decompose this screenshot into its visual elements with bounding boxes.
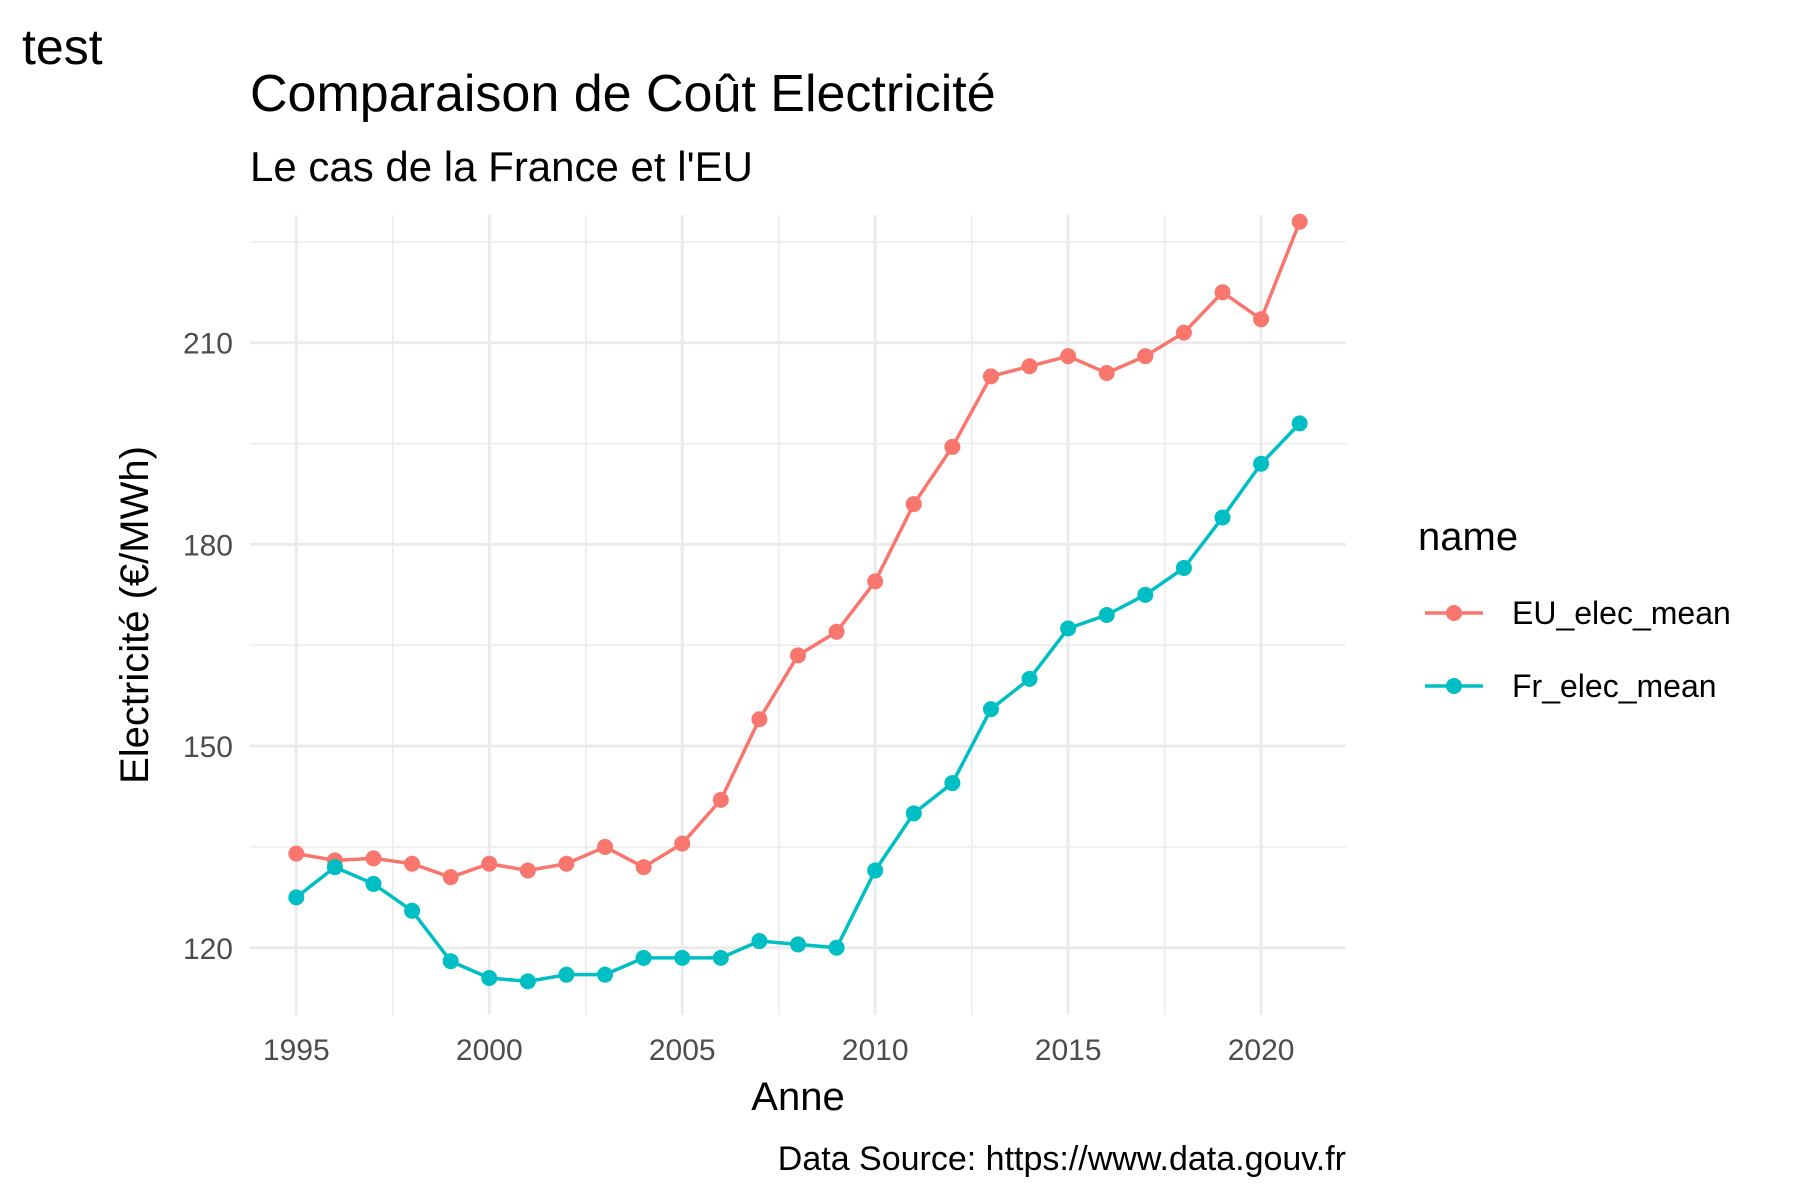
legend-key-point-Fr_elec_mean — [1446, 678, 1462, 694]
data-point-Fr_elec_mean — [1060, 620, 1077, 637]
grid-major — [250, 215, 1346, 1015]
data-point-EU_elec_mean — [1291, 213, 1308, 230]
data-point-Fr_elec_mean — [712, 949, 729, 966]
data-point-EU_elec_mean — [597, 838, 614, 855]
data-point-Fr_elec_mean — [1098, 607, 1115, 623]
data-point-Fr_elec_mean — [519, 973, 536, 990]
data-point-EU_elec_mean — [905, 496, 922, 513]
data-point-EU_elec_mean — [442, 869, 459, 886]
data-point-EU_elec_mean — [944, 438, 961, 455]
data-point-EU_elec_mean — [1175, 324, 1192, 341]
data-point-Fr_elec_mean — [790, 936, 806, 953]
x-axis-title: Anne — [751, 1075, 844, 1119]
data-point-Fr_elec_mean — [1137, 586, 1154, 603]
data-point-Fr_elec_mean — [1253, 455, 1270, 472]
series-line-Fr_elec_mean — [295, 422, 1301, 984]
legend-key-point-EU_elec_mean — [1446, 605, 1462, 621]
legend: name EU_elec_mean Fr_elec_mean — [1418, 515, 1731, 704]
data-point-EU_elec_mean — [982, 368, 999, 385]
data-point-Fr_elec_mean — [828, 939, 845, 956]
data-point-EU_elec_mean — [867, 573, 884, 590]
data-point-EU_elec_mean — [712, 791, 729, 808]
chart-caption: Data Source: https://www.data.gouv.fr — [777, 1140, 1346, 1178]
data-point-Fr_elec_mean — [365, 875, 382, 892]
data-point-Fr_elec_mean — [481, 970, 498, 987]
x-axis-ticks: 1995 2000 2005 2010 2015 2020 — [263, 1034, 1295, 1067]
data-point-EU_elec_mean — [751, 711, 768, 728]
plot-tag: test — [22, 19, 103, 75]
data-point-Fr_elec_mean — [1291, 415, 1308, 432]
y-axis-title: Electricité (€/MWh) — [113, 446, 157, 784]
data-point-EU_elec_mean — [1253, 311, 1270, 328]
x-tick-label: 1995 — [263, 1034, 330, 1067]
data-point-Fr_elec_mean — [1175, 559, 1192, 576]
data-point-EU_elec_mean — [1060, 348, 1077, 365]
y-tick-label: 150 — [183, 731, 233, 764]
series-points — [288, 213, 1308, 990]
legend-label-Fr_elec_mean: Fr_elec_mean — [1512, 668, 1717, 704]
data-point-Fr_elec_mean — [867, 862, 884, 879]
data-point-Fr_elec_mean — [635, 949, 652, 966]
data-point-Fr_elec_mean — [442, 953, 459, 970]
data-point-Fr_elec_mean — [1214, 509, 1231, 526]
legend-title: name — [1418, 515, 1518, 559]
data-point-Fr_elec_mean — [404, 902, 421, 919]
data-point-Fr_elec_mean — [558, 966, 575, 983]
data-point-EU_elec_mean — [1137, 348, 1154, 365]
data-point-EU_elec_mean — [674, 835, 691, 852]
data-point-Fr_elec_mean — [288, 889, 305, 906]
grid-minor — [250, 215, 1346, 1015]
data-point-EU_elec_mean — [519, 862, 536, 879]
data-point-EU_elec_mean — [790, 647, 806, 664]
data-point-EU_elec_mean — [828, 623, 845, 640]
data-point-Fr_elec_mean — [905, 805, 922, 822]
x-tick-label: 2000 — [456, 1034, 523, 1067]
series-line-EU_elec_mean — [296, 221, 1302, 879]
data-point-EU_elec_mean — [1021, 358, 1038, 375]
data-point-Fr_elec_mean — [597, 966, 614, 983]
data-point-Fr_elec_mean — [751, 933, 768, 950]
data-point-EU_elec_mean — [288, 845, 305, 862]
y-tick-label: 180 — [183, 529, 233, 562]
x-tick-label: 2005 — [649, 1034, 716, 1067]
data-point-Fr_elec_mean — [944, 775, 961, 792]
data-point-Fr_elec_mean — [1021, 670, 1038, 687]
data-point-EU_elec_mean — [635, 859, 652, 876]
data-point-EU_elec_mean — [365, 850, 382, 867]
x-tick-label: 2010 — [842, 1034, 909, 1067]
y-tick-label: 120 — [183, 933, 233, 966]
data-point-EU_elec_mean — [481, 855, 498, 872]
x-tick-label: 2020 — [1228, 1034, 1295, 1067]
data-point-EU_elec_mean — [1098, 364, 1115, 381]
data-point-EU_elec_mean — [558, 855, 575, 872]
y-axis-ticks: 120 150 180 210 — [183, 328, 233, 966]
legend-label-EU_elec_mean: EU_elec_mean — [1512, 595, 1731, 631]
chart-subtitle: Le cas de la France et l'EU — [250, 143, 753, 190]
data-point-EU_elec_mean — [404, 855, 421, 872]
x-tick-label: 2015 — [1035, 1034, 1102, 1067]
data-point-Fr_elec_mean — [982, 701, 999, 718]
chart-title: Comparaison de Coût Electricité — [250, 65, 996, 123]
data-point-Fr_elec_mean — [674, 949, 691, 966]
y-tick-label: 210 — [183, 328, 233, 361]
data-point-EU_elec_mean — [1214, 284, 1231, 301]
data-point-Fr_elec_mean — [326, 859, 343, 876]
